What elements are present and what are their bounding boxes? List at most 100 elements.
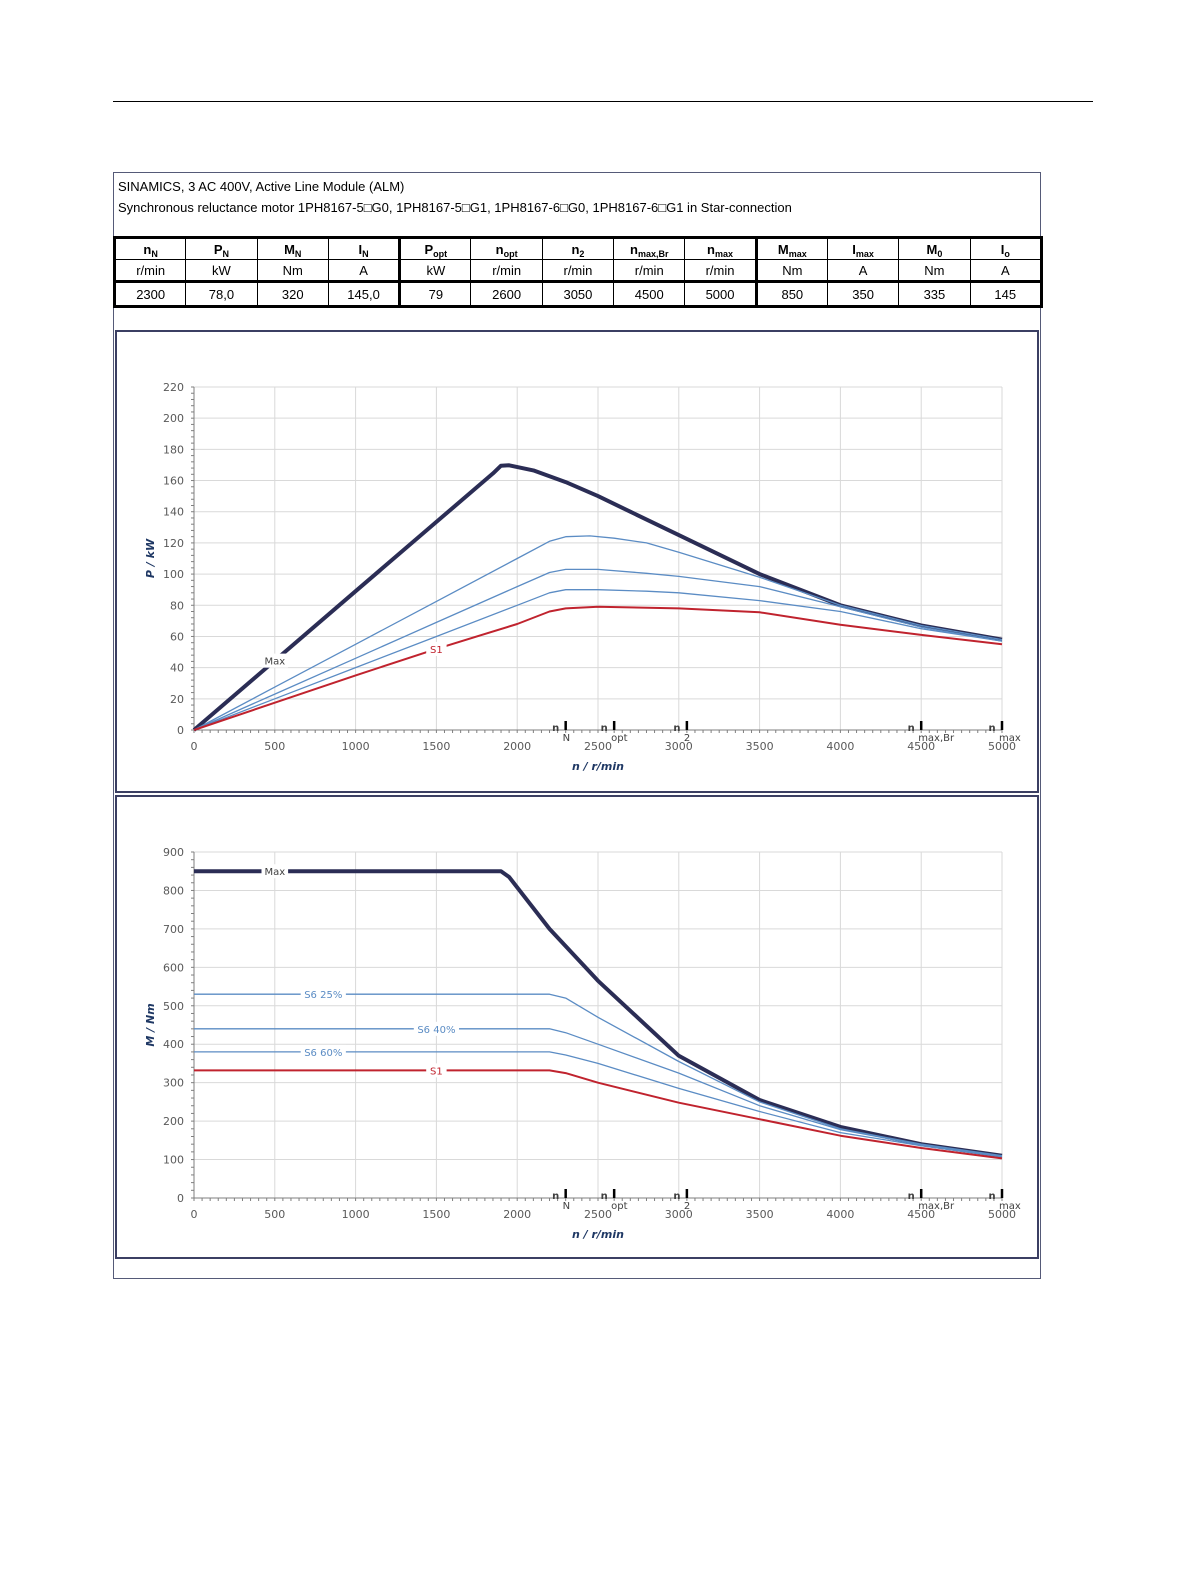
table-symbol-cell: nopt: [470, 236, 543, 260]
y-tick-label: 800: [163, 884, 184, 897]
header-motor-line: Synchronous reluctance motor 1PH8167-5□G…: [118, 200, 792, 215]
speed-marker-subscript: max: [999, 1201, 1021, 1212]
x-tick-label: 0: [191, 740, 198, 753]
table-symbol-subscript: opt: [433, 248, 448, 259]
table-value-cell: 5000: [684, 280, 758, 308]
y-tick-label: 100: [163, 1154, 184, 1167]
x-tick-label: 2000: [503, 740, 531, 753]
table-value-cell: 145,0: [327, 280, 402, 308]
x-tick-label: 3000: [665, 1208, 693, 1221]
top-rule: [113, 101, 1093, 102]
rating-table-symbols: nN PN MN IN Popt nopt n2 nmax,Br nmax Mmax Imax M0 I…: [112, 236, 1044, 260]
y-tick-label: 500: [163, 1000, 184, 1013]
series-label-bg: [426, 641, 447, 656]
series-label: Max: [264, 867, 285, 878]
speed-marker-subscript: 2: [684, 733, 690, 744]
table-value-cell: 3050: [541, 280, 615, 308]
table-symbol: M: [284, 241, 295, 257]
y-tick-label: 600: [163, 961, 184, 974]
y-tick-label: 120: [163, 537, 184, 550]
speed-marker-label: n: [552, 723, 559, 734]
table-symbol-cell: Mmax: [755, 236, 828, 260]
series-line-s6: [194, 993, 1003, 1157]
y-tick-label: 700: [163, 923, 184, 936]
table-symbol-cell: nN: [112, 236, 187, 260]
table-value-cell: 335: [898, 280, 971, 308]
y-tick-label: 40: [170, 662, 184, 675]
table-symbol-subscript: max: [788, 248, 807, 259]
x-tick-label: 1000: [342, 1208, 370, 1221]
power-speed-chart: 0 20 40 60 80 100 120 140 160 180 200 220 0 500 1000 15…: [144, 381, 1021, 773]
table-symbol: n: [707, 241, 715, 257]
table-unit-cell: r/min: [112, 259, 187, 282]
table-symbol: M: [926, 241, 938, 257]
table-symbol-cell: M0: [898, 236, 971, 260]
series-label-bg: [413, 1021, 459, 1036]
table-unit-cell: kW: [399, 259, 472, 282]
table-unit-cell: A: [327, 259, 402, 282]
table-symbol-cell: PN: [185, 236, 258, 260]
series-label: S1: [430, 645, 443, 656]
table-symbol-cell: MN: [256, 236, 329, 260]
table-value-cell: 4500: [613, 280, 686, 308]
y-tick-label: 200: [163, 1115, 184, 1128]
table-symbol: P: [213, 241, 223, 257]
x-tick-label: 500: [264, 1208, 285, 1221]
y-axis-title: P / kW: [144, 538, 157, 578]
table-symbol-cell: IN: [327, 236, 402, 260]
table-symbol-cell: n2: [541, 236, 615, 260]
table-symbol-subscript: o: [1004, 248, 1010, 259]
series-label: S6 25%: [304, 990, 342, 1001]
x-tick-label: 0: [191, 1208, 198, 1221]
table-unit-cell: r/min: [541, 259, 615, 282]
series-label-bg: [426, 1063, 447, 1078]
table-symbol-subscript: opt: [503, 248, 518, 259]
table-symbol-subscript: max: [855, 248, 874, 259]
table-unit-cell: Nm: [256, 259, 329, 282]
y-tick-label: 100: [163, 568, 184, 581]
table-symbol: n: [571, 241, 580, 257]
torque-speed-chart: 0 100 200 300 400 500 600 700 800 900 0 500 1000 1500…: [144, 846, 1021, 1241]
speed-marker-label: n: [988, 1191, 995, 1202]
table-symbol-subscript: N: [362, 248, 369, 259]
x-tick-label: 1500: [422, 1208, 450, 1221]
table-symbol-cell: nmax,Br: [613, 236, 686, 260]
y-tick-label: 200: [163, 412, 184, 425]
table-value-cell: 850: [755, 280, 828, 308]
series-line-max: [194, 869, 1003, 1158]
speed-marker-subscript: max: [999, 733, 1021, 744]
speed-marker-label: n: [552, 1191, 559, 1202]
table-symbol: n: [143, 241, 152, 257]
x-tick-label: 3000: [665, 740, 693, 753]
table-symbol-subscript: N: [151, 248, 158, 259]
rating-table: nN PN MN IN Popt nopt n2 nmax,Br nmax Mmax Imax M0 I…: [112, 236, 1044, 308]
series-label: S6 40%: [417, 1025, 455, 1036]
series-label-bg: [261, 864, 289, 879]
speed-marker-label: n: [673, 723, 680, 734]
series-line-s6: [193, 568, 1003, 731]
table-symbol: I: [358, 241, 363, 257]
table-symbol-cell: Popt: [399, 236, 472, 260]
table-unit-cell: A: [969, 259, 1044, 282]
series-line-s6: [194, 1051, 1003, 1158]
table-symbol: n: [495, 241, 504, 257]
table-value-cell: 145: [969, 280, 1044, 308]
x-tick-label: 2000: [503, 1208, 531, 1221]
table-unit-cell: r/min: [470, 259, 543, 282]
speed-marker-subscript: max,Br: [918, 733, 955, 744]
x-tick-label: 2500: [584, 1208, 612, 1221]
y-axis-title: M / Nm: [144, 1003, 157, 1046]
x-tick-label: 5000: [988, 740, 1016, 753]
table-unit-cell: Nm: [898, 259, 971, 282]
x-tick-label: 5000: [988, 1208, 1016, 1221]
y-tick-label: 0: [177, 724, 184, 737]
table-symbol: P: [424, 241, 434, 257]
series-line-max: [192, 463, 1003, 732]
y-tick-label: 0: [177, 1192, 184, 1205]
y-tick-label: 140: [163, 506, 184, 519]
series-label: Max: [264, 657, 285, 668]
table-symbol-cell: Io: [969, 236, 1044, 260]
y-tick-label: 20: [170, 693, 184, 706]
speed-marker-label: n: [908, 1191, 915, 1202]
